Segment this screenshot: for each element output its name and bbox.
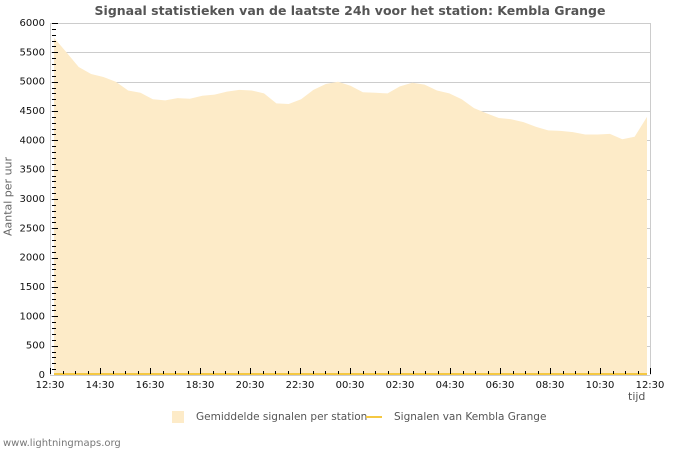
- legend: Gemiddelde signalen per station Signalen…: [0, 411, 700, 427]
- chart-title: Signaal statistieken van de laatste 24h …: [94, 3, 606, 18]
- svg-text:04:30: 04:30: [436, 380, 465, 391]
- svg-text:4000: 4000: [20, 135, 45, 146]
- svg-text:4500: 4500: [20, 106, 45, 117]
- svg-text:12:30: 12:30: [36, 380, 65, 391]
- svg-text:0: 0: [39, 370, 45, 381]
- svg-text:5500: 5500: [20, 47, 45, 58]
- svg-text:02:30: 02:30: [386, 380, 415, 391]
- svg-text:2000: 2000: [20, 253, 45, 264]
- svg-text:1500: 1500: [20, 282, 45, 293]
- svg-text:500: 500: [26, 341, 45, 352]
- svg-text:20:30: 20:30: [236, 380, 265, 391]
- svg-text:18:30: 18:30: [186, 380, 215, 391]
- svg-text:5000: 5000: [20, 77, 45, 88]
- svg-text:00:30: 00:30: [336, 380, 365, 391]
- area-swatch-icon: [172, 411, 184, 423]
- svg-text:08:30: 08:30: [536, 380, 565, 391]
- svg-text:3000: 3000: [20, 194, 45, 205]
- x-axis-label: tijd: [628, 390, 646, 403]
- legend-item-station[interactable]: Signalen van Kembla Grange: [366, 411, 546, 423]
- legend-label-average: Gemiddelde signalen per station: [196, 411, 368, 423]
- svg-text:1000: 1000: [20, 311, 45, 322]
- svg-text:3500: 3500: [20, 165, 45, 176]
- svg-text:2500: 2500: [20, 223, 45, 234]
- svg-text:12:30: 12:30: [636, 380, 665, 391]
- svg-text:16:30: 16:30: [136, 380, 165, 391]
- svg-text:14:30: 14:30: [86, 380, 115, 391]
- legend-item-average[interactable]: Gemiddelde signalen per station: [172, 411, 367, 423]
- line-swatch-icon: [366, 416, 382, 418]
- svg-text:22:30: 22:30: [286, 380, 315, 391]
- series-average-area: [54, 37, 647, 375]
- svg-text:6000: 6000: [20, 18, 45, 29]
- svg-text:10:30: 10:30: [586, 380, 615, 391]
- footer-site-link[interactable]: www.lightningmaps.org: [3, 438, 121, 449]
- svg-text:06:30: 06:30: [486, 380, 515, 391]
- x-axis: 12:30 14:30 16:30 18:30 20:30 22:30 00:30 02:30…: [36, 368, 665, 391]
- legend-label-station: Signalen van Kembla Grange: [394, 411, 547, 423]
